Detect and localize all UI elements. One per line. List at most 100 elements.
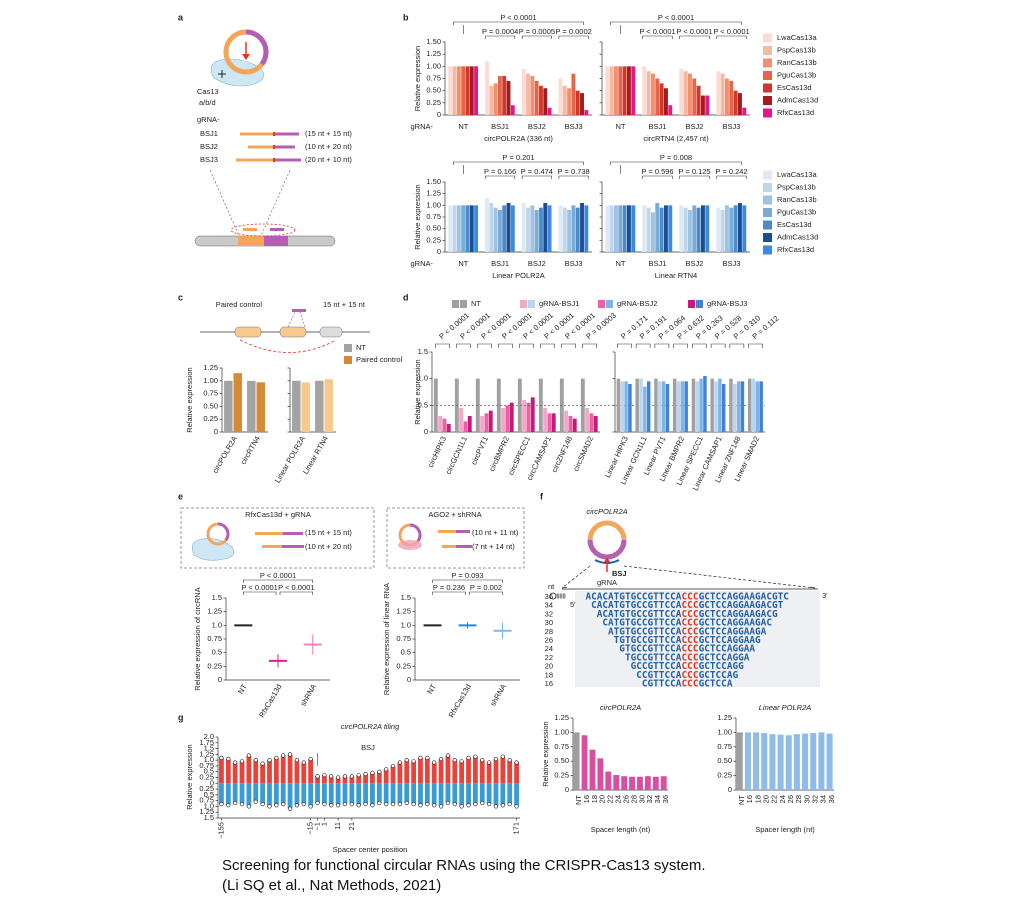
bar-circ [370, 772, 375, 784]
bar [581, 735, 588, 790]
bar [622, 205, 627, 252]
bar [605, 66, 610, 115]
y-tick-label: 0.25 [207, 661, 222, 670]
guide-design: (10 nt + 20 nt) [305, 142, 352, 151]
p-bracket [582, 343, 597, 348]
bar [509, 402, 514, 432]
bar [256, 382, 265, 432]
group-label: BSJ3 [723, 259, 741, 268]
panel-label: g [178, 712, 184, 722]
bar [742, 107, 747, 115]
category-label: RfxCas13d [257, 682, 283, 719]
bar-circ [466, 757, 471, 784]
bar [755, 381, 760, 432]
seq-junction: CCC [682, 652, 699, 663]
seq-junction: CCC [682, 670, 699, 681]
bar-linear [301, 783, 307, 805]
point-linear [308, 804, 313, 809]
legend-label: NT [356, 343, 366, 352]
grna-label: gRNA- [410, 259, 433, 268]
y-tick-label: 0.75 [207, 634, 222, 643]
point-circ [514, 760, 519, 765]
bar [720, 73, 725, 115]
point-linear [239, 802, 245, 807]
x-tick-label: −155 [216, 822, 225, 839]
y-axis-label: Relative expression of linear RNA [382, 583, 391, 695]
group-label: 30 [637, 795, 646, 803]
y-tick-label: 1.50 [426, 177, 441, 186]
group-label: NT [458, 122, 468, 131]
point-linear [301, 802, 306, 807]
y-tick-label: 1.00 [426, 200, 441, 209]
group-label: 20 [598, 795, 607, 803]
y-tick-label: 1.25 [203, 363, 218, 372]
legend-swatch [763, 33, 772, 43]
legend-swatch [763, 183, 772, 192]
y-axis-label: Relative expression [541, 721, 550, 786]
legend-swatch [452, 300, 459, 308]
point-circ [377, 769, 382, 774]
grna-label: gRNA- [410, 122, 433, 131]
legend-label: RfxCas13d [777, 245, 814, 254]
seq-junction: CCC [682, 644, 699, 655]
bar [616, 378, 621, 432]
bar [705, 95, 710, 115]
y-tick-label: 1.75 [199, 738, 214, 747]
bar [738, 93, 742, 115]
legend-label: NT [471, 299, 481, 308]
point-circ [425, 755, 430, 760]
bar [530, 205, 535, 252]
bar [628, 384, 632, 432]
bar [635, 378, 639, 432]
bar-linear [232, 783, 238, 803]
point-linear [349, 802, 354, 807]
seq-left: ACATGTGCCGTTCCA [597, 609, 682, 620]
p-value: P = 0.166 [484, 167, 516, 176]
legend-swatch [763, 46, 772, 55]
bar [459, 408, 464, 432]
group-label: 34 [653, 795, 662, 803]
group-label: 36 [661, 795, 670, 803]
bar [452, 205, 457, 252]
bar [733, 90, 738, 115]
bar [485, 198, 489, 252]
legend-label: PguCas13b [777, 207, 816, 216]
y-tick-label: 0 [407, 675, 411, 684]
bar [489, 203, 494, 252]
p-bracket [485, 175, 516, 179]
bar [489, 85, 494, 115]
point-linear [233, 800, 238, 806]
bar [802, 733, 809, 790]
p-bracket [748, 343, 763, 348]
bar-circ [342, 776, 348, 784]
bar [506, 80, 511, 115]
group-label: circHIPK3 [426, 435, 448, 469]
bar [521, 68, 526, 115]
bar [687, 73, 692, 115]
bar-circ [383, 769, 389, 784]
nt-value: 30 [545, 618, 553, 627]
p-bracket [243, 579, 313, 583]
point-circ [390, 763, 396, 769]
group-label: 22 [606, 795, 615, 803]
panel-label: e [178, 491, 183, 501]
bar [597, 758, 604, 790]
point-circ [500, 754, 505, 759]
bar [696, 207, 701, 252]
y-tick-label: 1.0 [212, 620, 222, 629]
y-tick-label: 0.50 [554, 756, 569, 765]
point-circ [287, 752, 293, 757]
bar [505, 405, 510, 432]
bar-linear [280, 783, 286, 805]
chart-title: Linear POLR2A [759, 703, 812, 712]
legend-swatch [763, 58, 772, 68]
bsj-label: BSJ [612, 569, 627, 578]
bar [551, 413, 556, 432]
bar [692, 205, 697, 252]
bar [724, 78, 729, 115]
bar [589, 749, 596, 790]
bar [644, 776, 651, 790]
chart-subtitle: circRTN4 (2,457 nt) [643, 134, 709, 143]
bar [716, 207, 721, 252]
x-tick-label: 21 [347, 822, 356, 830]
